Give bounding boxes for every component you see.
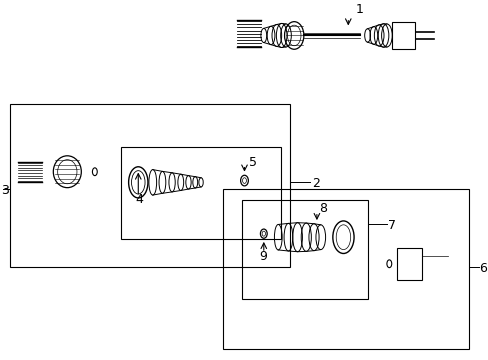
Text: 9: 9 <box>259 250 266 263</box>
Bar <box>396 248 421 280</box>
Text: 8: 8 <box>319 202 326 215</box>
Bar <box>391 22 414 49</box>
Bar <box>242 200 367 299</box>
Bar <box>10 104 290 267</box>
Text: 6: 6 <box>479 262 487 275</box>
Bar <box>121 147 280 239</box>
Text: 4: 4 <box>135 193 142 206</box>
Text: 3: 3 <box>0 184 9 197</box>
Bar <box>223 189 468 349</box>
Text: 2: 2 <box>311 177 319 190</box>
Text: 1: 1 <box>355 3 363 16</box>
Text: 5: 5 <box>249 156 257 169</box>
Text: 7: 7 <box>387 219 396 232</box>
